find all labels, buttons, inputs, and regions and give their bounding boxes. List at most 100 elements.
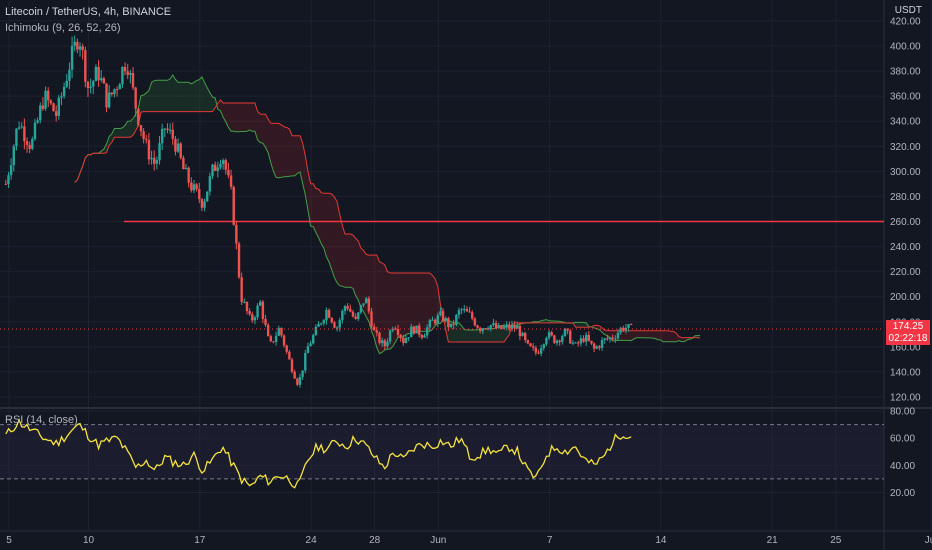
candle-body xyxy=(455,314,458,325)
ichimoku-cloud-segment xyxy=(167,78,171,112)
ichimoku-cloud-segment xyxy=(631,330,634,341)
ichimoku-cloud-segment xyxy=(681,337,685,342)
candle-body xyxy=(280,327,283,336)
ichimoku-cloud-segment xyxy=(413,273,417,333)
candle-body xyxy=(338,320,341,328)
ichimoku-cloud-segment xyxy=(292,135,295,176)
candle-body xyxy=(187,167,190,183)
ichimoku-cloud-segment xyxy=(663,330,666,342)
ichimoku-legend[interactable]: Ichimoku (9, 26, 52, 26) xyxy=(5,22,121,34)
ichimoku-cloud-segment xyxy=(496,326,499,343)
ichimoku-cloud-segment xyxy=(199,76,202,112)
candle-body xyxy=(582,338,585,342)
ichimoku-cloud-segment xyxy=(236,102,240,132)
ichimoku-cloud-segment xyxy=(488,328,491,343)
candle-body xyxy=(561,336,564,342)
ichimoku-cloud-segment xyxy=(604,330,608,336)
candle-body xyxy=(362,303,365,306)
ichimoku-cloud-segment xyxy=(294,135,298,176)
candle-body xyxy=(489,325,492,329)
ichimoku-cloud-segment xyxy=(209,92,213,112)
candle-body xyxy=(290,359,294,372)
candle-body xyxy=(550,332,553,336)
ichimoku-cloud-segment xyxy=(482,328,486,343)
ichimoku-cloud-segment xyxy=(384,264,388,350)
candle-body xyxy=(240,277,243,302)
time-axis-label: 14 xyxy=(655,535,667,546)
candle-body xyxy=(86,81,90,88)
candle-body xyxy=(235,224,238,244)
ichimoku-cloud-segment xyxy=(191,82,194,112)
candle-body xyxy=(370,311,373,327)
candle-body xyxy=(595,346,598,349)
candle-body xyxy=(256,305,259,318)
ichimoku-cloud-segment xyxy=(172,75,176,112)
ichimoku-cloud-segment xyxy=(133,114,136,136)
candle-body xyxy=(354,316,357,319)
ichimoku-cloud-segment xyxy=(416,273,420,332)
ichimoku-cloud-segment xyxy=(392,273,396,347)
currency-unit: USDT xyxy=(894,5,922,16)
price-axis-label: 380.00 xyxy=(890,67,921,78)
ichimoku-cloud-segment xyxy=(376,255,380,354)
time-axis-label: 10 xyxy=(83,535,95,546)
ichimoku-cloud-segment xyxy=(673,331,677,342)
candle-body xyxy=(9,165,13,176)
ichimoku-cloud-segment xyxy=(207,87,210,112)
ichimoku-cloud-segment xyxy=(464,329,467,343)
candle-body xyxy=(558,340,561,342)
ichimoku-cloud-segment xyxy=(461,325,465,343)
ichimoku-cloud-segment xyxy=(233,102,237,132)
candle-body xyxy=(410,326,413,338)
candle-body xyxy=(555,340,559,344)
candle-body xyxy=(547,332,551,338)
candle-body xyxy=(105,83,108,108)
candle-body xyxy=(261,301,265,319)
ichimoku-cloud-segment xyxy=(278,123,282,178)
candle-body xyxy=(36,120,39,123)
ichimoku-cloud-segment xyxy=(345,233,348,288)
ichimoku-cloud-segment xyxy=(244,102,247,132)
ichimoku-cloud-segment xyxy=(382,262,385,353)
ichimoku-cloud-segment xyxy=(427,273,430,332)
ichimoku-cloud-segment xyxy=(186,82,189,112)
candle-body xyxy=(630,324,633,326)
ichimoku-cloud-segment xyxy=(151,80,155,112)
candle-body xyxy=(259,301,262,306)
candle-body xyxy=(603,338,606,341)
candle-body xyxy=(383,340,386,347)
ichimoku-cloud-segment xyxy=(339,214,343,287)
ichimoku-cloud-segment xyxy=(641,330,645,338)
ichimoku-cloud-segment xyxy=(302,142,306,195)
candle-body xyxy=(497,325,500,328)
candle-body xyxy=(160,128,164,144)
price-axis-label: 360.00 xyxy=(890,92,921,103)
time-axis-label: Jul xyxy=(925,535,932,546)
candle-body xyxy=(309,343,312,347)
candle-body xyxy=(272,341,275,343)
price-axis-label: 280.00 xyxy=(890,192,921,203)
candle-body xyxy=(372,326,376,331)
ichimoku-cloud-segment xyxy=(193,80,197,112)
candle-body xyxy=(70,45,74,70)
ichimoku-cloud-segment xyxy=(252,102,255,132)
candle-body xyxy=(587,334,591,341)
ichimoku-cloud-segment xyxy=(670,331,674,342)
price-axis-label: 260.00 xyxy=(890,217,921,228)
ichimoku-cloud-segment xyxy=(241,102,245,132)
candle-body xyxy=(577,342,580,344)
ichimoku-cloud-segment xyxy=(636,330,640,338)
rsi-axis-label: 40.00 xyxy=(890,461,915,472)
time-axis-label: 24 xyxy=(306,535,318,546)
ichimoku-cloud-segment xyxy=(286,127,290,177)
rsi-legend[interactable]: RSI (14, close) xyxy=(5,414,78,426)
candle-body xyxy=(203,201,206,208)
candle-body xyxy=(49,100,53,104)
candle-body xyxy=(473,318,477,326)
candle-body xyxy=(531,346,535,348)
candle-body xyxy=(457,310,461,315)
candle-body xyxy=(502,326,506,329)
ichimoku-cloud-segment xyxy=(628,330,632,341)
candle-body xyxy=(314,326,318,336)
